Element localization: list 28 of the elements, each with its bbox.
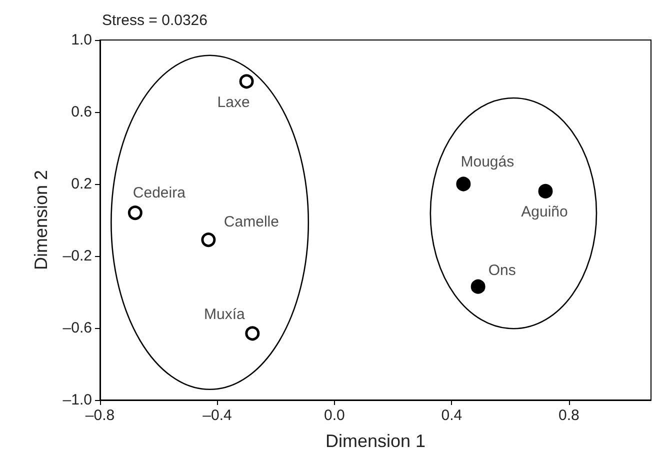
x-tick-label: 0.8 xyxy=(558,407,580,424)
x-tick-label: 0.0 xyxy=(324,407,345,424)
point xyxy=(538,184,553,198)
point xyxy=(201,232,216,248)
point xyxy=(470,279,486,294)
x-tick-label: –0.4 xyxy=(202,407,232,424)
annotation: Laxe xyxy=(217,94,250,111)
y-tick-label: 1.0 xyxy=(71,32,92,48)
point xyxy=(456,176,471,192)
annotation: Camelle xyxy=(224,213,279,230)
y-tick-label: –0.2 xyxy=(62,248,92,264)
x-tick-label: –0.8 xyxy=(85,407,115,424)
y-tick-label: 0.2 xyxy=(71,176,92,192)
annotation: Ons xyxy=(488,262,516,280)
y-tick-label: 0.6 xyxy=(71,104,92,120)
chart-title: Stress = 0.0326 xyxy=(102,12,208,29)
y-tick-label: –0.6 xyxy=(62,320,92,336)
annotation: Cedeira xyxy=(132,184,186,202)
y-tick-label: –1.0 xyxy=(62,392,92,408)
x-axis-title: Dimension 1 xyxy=(325,431,426,451)
x-tick-label: 0.4 xyxy=(441,407,462,424)
annotation: Mougás xyxy=(460,154,514,170)
y-axis-title: Dimension 2 xyxy=(31,170,51,270)
point xyxy=(245,326,260,341)
annotation: Muxía xyxy=(204,306,246,323)
point xyxy=(128,206,142,220)
annotation: Aguiño xyxy=(521,204,568,221)
point xyxy=(239,74,254,89)
